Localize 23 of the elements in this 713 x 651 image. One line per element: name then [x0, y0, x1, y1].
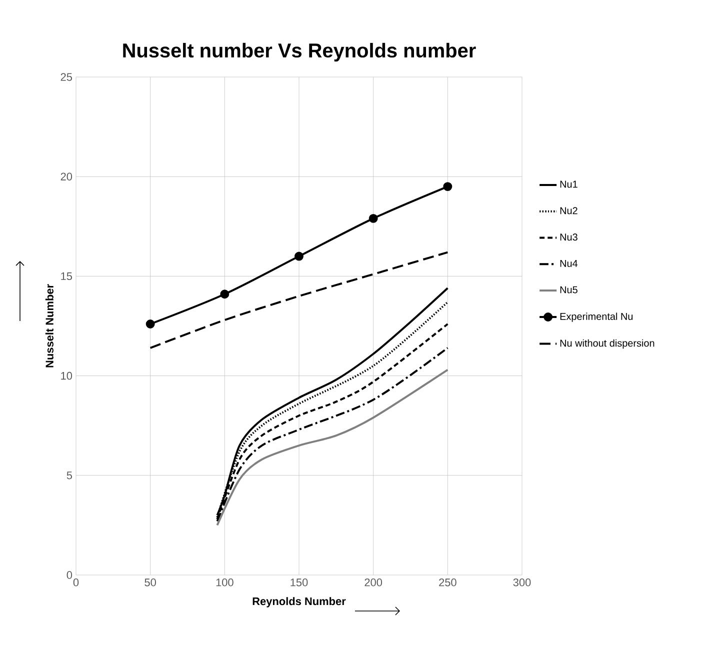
legend-label: Experimental Nu	[560, 312, 633, 322]
y-tick-label: 0	[66, 571, 72, 579]
legend-label: Nu5	[560, 286, 578, 294]
x-tick-label: 200	[364, 578, 382, 586]
y-tick-label: 10	[61, 372, 72, 380]
legend-label: Nu1	[560, 180, 578, 188]
x-tick-label: 300	[513, 578, 531, 586]
y-tick-label: 15	[61, 272, 72, 280]
legend-label: Nu4	[560, 260, 578, 267]
y-tick-label: 5	[66, 472, 72, 480]
y-axis-title: Nusselt Number	[45, 284, 54, 368]
x-axis-title: Reynolds Number	[252, 597, 346, 608]
x-tick-label: 250	[439, 578, 456, 586]
x-tick-label: 150	[290, 578, 308, 586]
legend-label: Nu2	[560, 207, 578, 214]
y-tick-label: 25	[60, 73, 72, 81]
chart-title: Nusselt number Vs Reynolds number	[123, 42, 476, 62]
legend-label: Nu without dispersion	[560, 339, 654, 349]
legend-label: Nu3	[560, 234, 578, 241]
x-tick-label: 50	[144, 578, 156, 586]
y-tick-label: 20	[60, 172, 72, 180]
x-tick-label: 0	[73, 578, 79, 586]
x-tick-label: 100	[216, 578, 234, 586]
